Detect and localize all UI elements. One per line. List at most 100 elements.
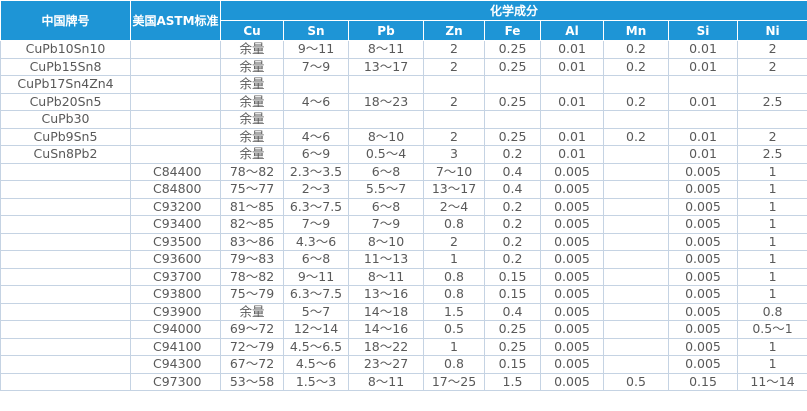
table-cell: 0.005 bbox=[668, 232, 738, 251]
table-cell: C94300 bbox=[130, 355, 221, 374]
table-cell bbox=[668, 75, 738, 94]
table-cell: 4.3～6 bbox=[283, 232, 349, 251]
table-cell: 0.25 bbox=[484, 127, 541, 146]
table-cell: 67～72 bbox=[220, 355, 284, 374]
table-cell: 余量 bbox=[220, 110, 284, 129]
table-cell: 0.005 bbox=[540, 267, 604, 286]
table-cell: C93600 bbox=[130, 250, 221, 269]
header-cell: 化学成分 bbox=[219, 0, 807, 21]
table-row: C93900 余量 5～7 14～18 1.5 0.4 0.005 0.005 0.8 bbox=[0, 302, 807, 321]
table-cell: 0.005 bbox=[668, 302, 738, 321]
table-cell: 0.2 bbox=[484, 215, 541, 234]
table-cell bbox=[0, 302, 131, 321]
element-header: Al bbox=[540, 20, 604, 41]
table-cell: 12～14 bbox=[283, 320, 349, 339]
table-cell: C93200 bbox=[130, 197, 221, 216]
table-cell: 2.3～3.5 bbox=[283, 162, 349, 181]
table-cell: 4～6 bbox=[283, 127, 349, 146]
table-row: CuPb10Sn10 余量 9～11 8～11 2 0.25 0.01 0.2 0.01 2 bbox=[0, 40, 807, 59]
table-cell: 0.8 bbox=[423, 355, 485, 374]
table-cell: 0.15 bbox=[484, 267, 541, 286]
table-cell: 0.005 bbox=[540, 215, 604, 234]
table-cell bbox=[348, 75, 424, 94]
header-cell: 中国牌号 bbox=[0, 0, 131, 41]
table-row: C94300 67～72 4.5～6 23～27 0.8 0.15 0.005 0.005 1 bbox=[0, 355, 807, 374]
table-cell bbox=[348, 110, 424, 129]
table-cell bbox=[484, 75, 541, 94]
table-cell bbox=[0, 267, 131, 286]
table-cell: 6.3～7.5 bbox=[283, 285, 349, 304]
table-cell: 5～7 bbox=[283, 302, 349, 321]
table-cell bbox=[603, 215, 669, 234]
table-cell: CuPb17Sn4Zn4 bbox=[0, 75, 131, 94]
table-cell bbox=[603, 110, 669, 129]
table-cell: C94100 bbox=[130, 337, 221, 356]
composition-table: 中国牌号 美国ASTM标准 化学成分 Cu Sn Pb Zn Fe Al Mn Si Ni Cu… bbox=[0, 0, 807, 391]
table-row: CuPb30 余量 bbox=[0, 110, 807, 129]
table-cell bbox=[603, 320, 669, 339]
table-cell: 0.005 bbox=[540, 197, 604, 216]
table-cell: 0.2 bbox=[603, 40, 669, 59]
table-cell: 0.005 bbox=[668, 215, 738, 234]
table-cell: 0.2 bbox=[484, 250, 541, 269]
table-cell: 0.01 bbox=[540, 92, 604, 111]
table-cell: 0.8 bbox=[423, 285, 485, 304]
table-cell: 1 bbox=[736, 162, 807, 181]
table-cell: 0.005 bbox=[668, 267, 738, 286]
table-cell bbox=[130, 110, 221, 129]
table-cell: 7～9 bbox=[283, 57, 349, 76]
table-cell: C93900 bbox=[130, 302, 221, 321]
table-cell: 78～82 bbox=[220, 267, 284, 286]
table-cell: 2 bbox=[423, 40, 485, 59]
table-cell: CuPb15Sn8 bbox=[0, 57, 131, 76]
table-cell: 余量 bbox=[220, 57, 284, 76]
table-cell: CuPb10Sn10 bbox=[0, 40, 131, 59]
table-cell: 0.4 bbox=[484, 302, 541, 321]
table-cell bbox=[130, 57, 221, 76]
table-cell: 0.01 bbox=[668, 145, 738, 164]
table-cell: 余量 bbox=[220, 127, 284, 146]
table-cell: 0.5 bbox=[603, 372, 669, 391]
table-cell: 2 bbox=[423, 92, 485, 111]
table-cell: 6～8 bbox=[348, 162, 424, 181]
table-cell bbox=[603, 162, 669, 181]
table-cell: CuPb20Sn5 bbox=[0, 92, 131, 111]
table-cell: 7～10 bbox=[423, 162, 485, 181]
table-cell: 1 bbox=[423, 250, 485, 269]
table-cell: CuPb30 bbox=[0, 110, 131, 129]
table-cell: 0.005 bbox=[668, 355, 738, 374]
table-cell: C97300 bbox=[130, 372, 221, 391]
table-cell: C93700 bbox=[130, 267, 221, 286]
table-cell bbox=[0, 372, 131, 391]
table-cell bbox=[423, 75, 485, 94]
table-cell: 2 bbox=[423, 232, 485, 251]
table-cell: 13～16 bbox=[348, 285, 424, 304]
table-cell: 0.005 bbox=[668, 285, 738, 304]
table-cell: 0.5～4 bbox=[348, 145, 424, 164]
table-cell: 1 bbox=[736, 285, 807, 304]
table-cell: 8～11 bbox=[348, 372, 424, 391]
table-cell: 0.25 bbox=[484, 57, 541, 76]
table-cell: 3 bbox=[423, 145, 485, 164]
table-cell bbox=[0, 337, 131, 356]
table-row: C93200 81～85 6.3～7.5 6～8 2～4 0.2 0.005 0.005 1 bbox=[0, 197, 807, 216]
table-cell: 2 bbox=[423, 127, 485, 146]
table-cell: 0.25 bbox=[484, 337, 541, 356]
table-cell bbox=[603, 180, 669, 199]
table-cell: CuPb9Sn5 bbox=[0, 127, 131, 146]
table-cell bbox=[603, 302, 669, 321]
table-cell bbox=[540, 110, 604, 129]
element-header: Cu bbox=[220, 20, 284, 41]
table-cell: 0.005 bbox=[668, 197, 738, 216]
table-cell bbox=[603, 145, 669, 164]
table-cell: 23～27 bbox=[348, 355, 424, 374]
table-cell bbox=[283, 75, 349, 94]
table-cell: 79～83 bbox=[220, 250, 284, 269]
element-header: Sn bbox=[283, 20, 349, 41]
table-cell: 1 bbox=[736, 232, 807, 251]
table-cell: 0.01 bbox=[668, 127, 738, 146]
table-cell bbox=[736, 75, 807, 94]
table-cell: 13～17 bbox=[348, 57, 424, 76]
table-cell: 0.005 bbox=[540, 337, 604, 356]
table-row: CuPb9Sn5 余量 4～6 8～10 2 0.25 0.01 0.2 0.01 2 bbox=[0, 127, 807, 146]
